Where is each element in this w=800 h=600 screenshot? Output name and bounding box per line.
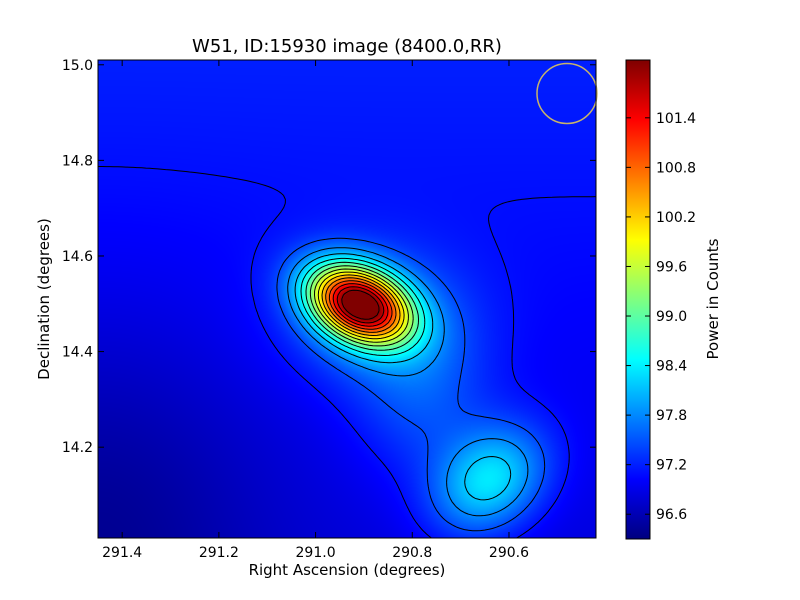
x-tick-label: 290.6 [489,545,529,561]
contour-line [317,271,405,340]
x-tick-label: 290.8 [392,545,432,561]
plot-area: 291.4 291.2 291.0 290.8 290.6 14.214.414.614… [62,58,598,561]
x-tick-label: 291.4 [102,545,142,561]
x-tick-label: 291.0 [296,545,336,561]
x-tick-label: 291.2 [199,545,239,561]
colorbar-tick-label: 99.6 [656,259,687,275]
chart-title: W51, ID:15930 image (8400.0,RR) [192,36,502,57]
contour-line [314,268,409,343]
contour-line [321,274,401,336]
contour-lines [98,166,596,538]
colorbar-tick-label: 99.0 [656,309,687,325]
beam-circle [536,62,598,125]
contour-line [300,257,426,356]
y-axis-label: Declination (degrees) [35,218,53,380]
heatmap-image [98,60,596,538]
y-tick-label: 14.4 [62,345,93,361]
contour-line [341,289,380,320]
y-tick-label: 15.0 [62,58,93,74]
contour-line [332,283,389,327]
colorbar-gradient [625,59,651,540]
colorbar-tick-label: 97.2 [656,458,687,474]
contour-line [328,280,393,330]
x-axis: 291.4 291.2 291.0 290.8 290.6 [102,60,529,561]
contour-line [325,277,397,333]
colorbar-tick-label: 101.4 [656,111,696,127]
contour-line [294,253,512,501]
colorbar-tick-label: 100.8 [656,160,696,176]
x-axis-label: Right Ascension (degrees) [249,561,446,579]
colorbar-tick-label: 100.2 [656,210,696,226]
colorbar-tick-label: 98.4 [656,359,687,375]
contour-line [309,265,414,347]
plot-frame [97,59,597,539]
y-tick-label: 14.2 [62,440,93,456]
colorbar-label: Power in Counts [704,238,722,359]
contour-line [276,237,546,532]
y-tick-label: 14.8 [62,153,93,169]
colorbar: 96.697.297.898.499.099.6100.2100.8101.4 … [625,59,722,540]
colorbar-tick-label: 97.8 [656,408,687,424]
contour-line [305,261,419,351]
y-axis: 14.2 14.4 14.6 14.8 15.0 [62,58,596,456]
y-tick-label: 14.6 [62,249,93,265]
contour-line [287,247,529,517]
colorbar-ticks: 96.6 97.2 97.8 98.4 99.0 99.6 100.2 100.8 101.4 [626,111,696,523]
contour-line [336,286,385,324]
colorbar-tick-label: 96.6 [656,507,687,523]
contour-line [98,166,596,538]
